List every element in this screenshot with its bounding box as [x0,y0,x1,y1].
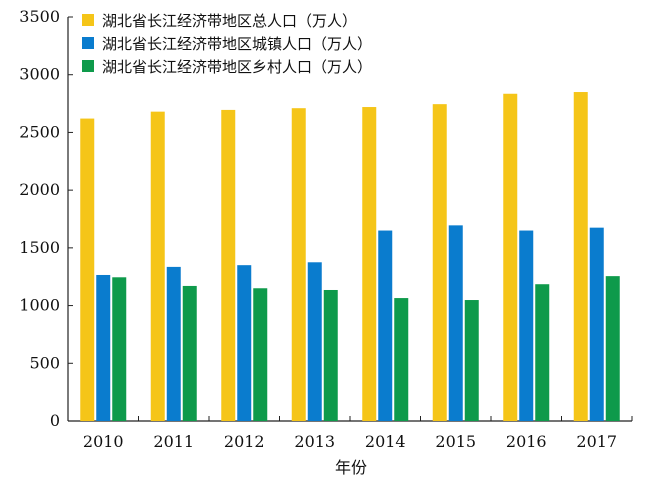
y-tick-label: 0 [50,411,60,430]
x-tick-label: 2015 [435,432,476,451]
bar [362,107,377,421]
x-tick-label: 2011 [153,432,194,451]
x-tick-label: 2013 [294,432,335,451]
y-tick-label: 3000 [19,65,60,84]
x-tick-label: 2014 [365,432,406,451]
bar [150,111,165,421]
bar [291,108,306,421]
bar [519,230,534,421]
y-tick-label: 2500 [19,122,60,141]
bar [448,225,463,421]
x-tick-label: 2017 [576,432,617,451]
bar [307,262,322,421]
bar [605,276,620,421]
bar [573,92,588,422]
legend-label: 湖北省长江经济带地区总人口（万人） [102,12,357,30]
y-tick-label: 500 [29,353,60,372]
bar [237,265,252,421]
bar [589,227,604,421]
bar [432,104,447,422]
bar [221,109,236,422]
legend-label: 湖北省长江经济带地区乡村人口（万人） [102,58,372,76]
chart-legend: 湖北省长江经济带地区总人口（万人） 湖北省长江经济带地区城镇人口（万人） 湖北省长江… [82,12,372,76]
bar [112,277,127,421]
bar [253,288,268,421]
y-tick-label: 2000 [19,180,60,199]
bar [80,118,95,421]
legend-label: 湖北省长江经济带地区城镇人口（万人） [102,35,372,53]
legend-swatch [82,37,94,49]
y-tick-label: 1000 [19,296,60,315]
y-tick-label: 3500 [19,7,60,26]
bar [323,289,338,421]
bar [394,298,409,421]
x-tick-label: 2012 [224,432,265,451]
x-tick-label: 2016 [506,432,547,451]
bar [535,284,550,421]
bar [503,93,518,421]
chart-axes: 0 500 1000 1500 2000 2500 3000 3500 2010 2011 2012… [19,7,633,451]
x-axis-label: 年份 [335,458,367,477]
x-tick-label: 2010 [83,432,124,451]
bar [182,285,197,421]
bar [96,274,111,421]
bar [464,300,479,421]
bar [166,266,181,421]
legend-swatch [82,60,94,72]
y-tick-label: 1500 [19,238,60,257]
legend-swatch [82,14,94,26]
chart-bars [80,92,620,422]
bar [378,230,393,421]
